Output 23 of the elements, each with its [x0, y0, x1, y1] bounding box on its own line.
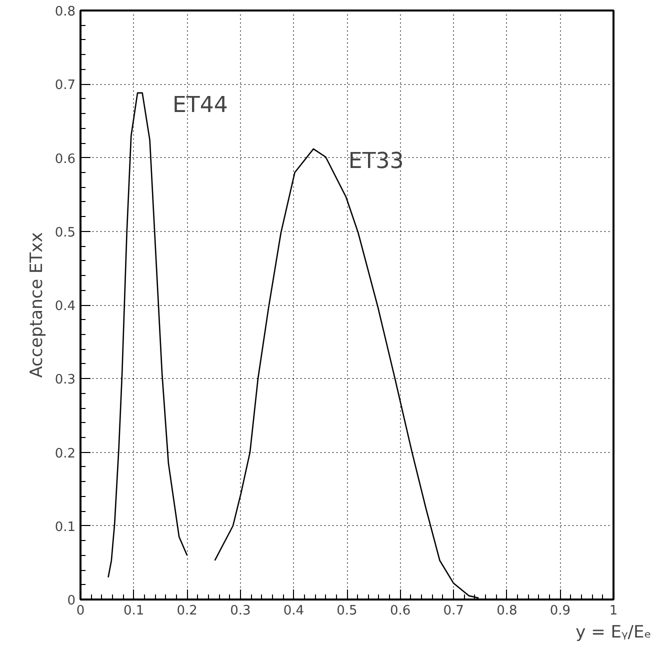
x-axis-title: y = Eᵧ/Eₑ	[576, 622, 652, 642]
x-tick-label: 0.7	[443, 604, 464, 618]
y-tick-label: 0.1	[54, 520, 76, 535]
y-tick-label: 0	[67, 594, 76, 608]
x-tick-label: 0.2	[176, 604, 198, 618]
y-tick-label: 0.8	[54, 4, 76, 20]
x-tick-label: 0.3	[230, 604, 251, 618]
x-tick-label: 0.4	[283, 604, 304, 618]
y-axis-title: Acceptance ETxx	[26, 232, 47, 378]
x-tick-label: 0.5	[336, 604, 358, 618]
y-tick-label: 0.7	[54, 78, 76, 94]
y-tick-label: 0.2	[54, 446, 76, 462]
x-tick-label: 1	[609, 604, 618, 618]
series-label: ET44	[172, 92, 228, 118]
y-tick-label: 0.4	[54, 299, 76, 314]
y-tick-label: 0.6	[54, 152, 76, 167]
x-tick-label: 0.6	[390, 604, 411, 618]
y-tick-label: 0.5	[54, 225, 76, 240]
y-tick-label: 0.3	[54, 372, 76, 388]
x-tick-label: 0.8	[496, 604, 518, 618]
x-tick-label: 0.1	[123, 604, 144, 618]
series-label: ET33	[348, 148, 404, 174]
x-tick-label: 0.9	[550, 604, 571, 618]
